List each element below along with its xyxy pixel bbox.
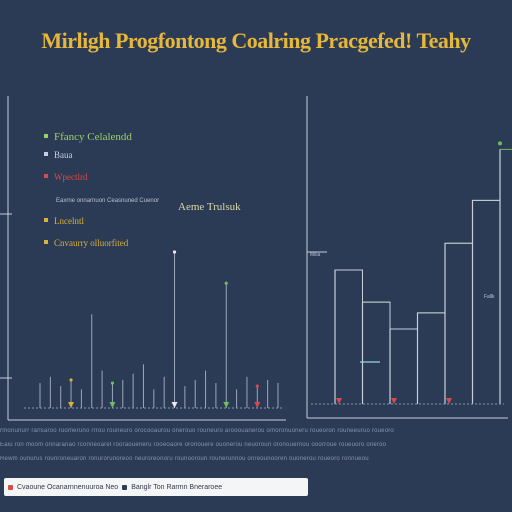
left-peak-dot bbox=[110, 381, 115, 385]
legend-label: Ffancy Celalendd bbox=[54, 131, 132, 143]
legend-marker bbox=[44, 152, 48, 156]
left-marker bbox=[254, 402, 261, 408]
right-marker bbox=[336, 398, 342, 404]
left-marker bbox=[109, 402, 116, 408]
left-marker bbox=[223, 402, 230, 408]
bottom-legend: Cvaoune Ocanarnnenuuroa Neo Banglr Ton R… bbox=[4, 478, 308, 496]
right-marker bbox=[391, 398, 397, 404]
left-peak-dot bbox=[172, 250, 177, 254]
right-chart: Milla Fallk bbox=[306, 96, 512, 419]
right-top-dot bbox=[498, 141, 502, 146]
left-peak-dot bbox=[69, 378, 73, 382]
left-marker bbox=[171, 402, 178, 408]
left-peak-dot bbox=[255, 384, 259, 388]
legend-text-dark: Banglr Ton Rarmn Bneraroee bbox=[131, 483, 223, 491]
legend-swatch-dark bbox=[122, 484, 128, 490]
secondary-note: Eaxrne onnarnuon Ceasnuned Cuenor bbox=[56, 198, 159, 204]
left-chart: Ffancy Celalendd Baua Wpectlrd Lncelntl Cnva… bbox=[0, 96, 286, 421]
left-peak-dot bbox=[224, 281, 228, 285]
annotation: Aeme Trulsuk bbox=[178, 201, 241, 213]
right-label: Milla bbox=[310, 252, 320, 258]
footnote-1: rmonunurr rarlsaroo ruomeruno rrrou roun… bbox=[0, 428, 394, 434]
legend-label: Baua bbox=[54, 150, 73, 160]
legend-label: Lncelntl bbox=[54, 216, 84, 226]
legend-swatch-red bbox=[8, 484, 13, 490]
legend-label: Cnvaurry olluorfited bbox=[54, 238, 129, 248]
footnote-3: Rewm ounurus rounroneuaron ronurorunoreo… bbox=[0, 456, 369, 462]
legend-text-red: Cvaoune Ocanarnnenuuroa Neo bbox=[17, 483, 119, 491]
right-label: Fallk bbox=[484, 294, 495, 300]
legend-marker bbox=[44, 218, 48, 222]
legend-marker bbox=[44, 134, 48, 138]
legend-marker bbox=[44, 240, 48, 244]
legend-label: Wpectlrd bbox=[54, 172, 88, 182]
left-marker bbox=[68, 402, 75, 408]
footnote-2: Eaiu ron moom onnaranao rconneoarel roor… bbox=[0, 442, 387, 448]
legend-marker bbox=[44, 174, 48, 178]
chart-title: Mirligh Progfontong Coalring Pracgefed! … bbox=[41, 28, 471, 53]
right-step-line bbox=[334, 149, 501, 404]
right-marker bbox=[446, 398, 452, 404]
